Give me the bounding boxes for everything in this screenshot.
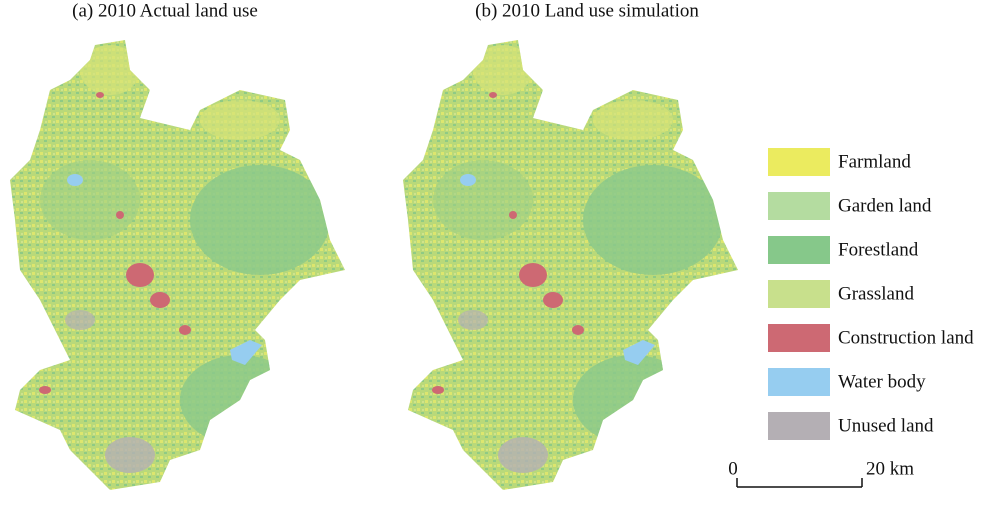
scale-label: 0 — [728, 458, 738, 479]
scale-label: 20 km — [866, 458, 914, 479]
legend-swatch — [768, 368, 830, 396]
legend-swatch — [768, 236, 830, 264]
panel-title: (a) 2010 Actual land use — [72, 0, 258, 21]
map-a — [0, 30, 360, 500]
legend-label: Construction land — [838, 327, 974, 348]
legend-swatch — [768, 148, 830, 176]
legend-label: Forestland — [838, 239, 919, 260]
scale-bar: 0 20 km — [728, 458, 914, 488]
legend-label: Unused land — [838, 415, 934, 436]
panel-title: (b) 2010 Land use simulation — [475, 0, 699, 21]
legend-swatch — [768, 412, 830, 440]
legend-label: Water body — [838, 371, 926, 392]
legend-label: Farmland — [838, 151, 911, 172]
legend-swatch — [768, 280, 830, 308]
map-b — [393, 30, 753, 500]
legend-swatch — [768, 192, 830, 220]
legend-label: Grassland — [838, 283, 914, 304]
legend-label: Garden land — [838, 195, 932, 216]
legend-swatch — [768, 324, 830, 352]
